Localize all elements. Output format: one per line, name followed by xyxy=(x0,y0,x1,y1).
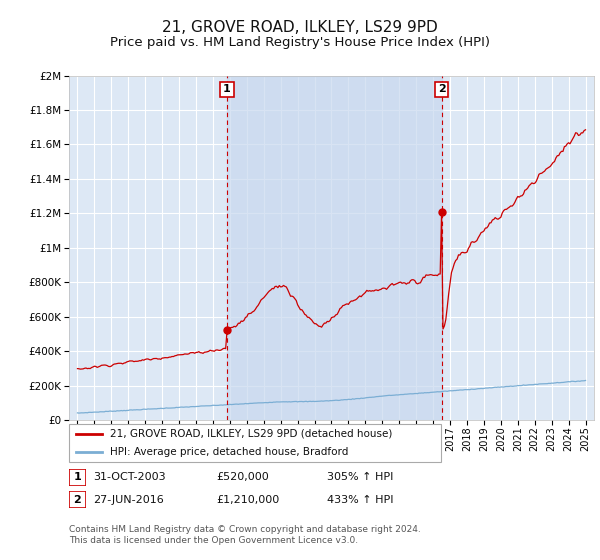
FancyBboxPatch shape xyxy=(69,469,86,486)
Text: 21, GROVE ROAD, ILKLEY, LS29 9PD: 21, GROVE ROAD, ILKLEY, LS29 9PD xyxy=(162,20,438,35)
Text: 2: 2 xyxy=(74,494,81,505)
Text: £1,210,000: £1,210,000 xyxy=(216,494,279,505)
Text: HPI: Average price, detached house, Bradford: HPI: Average price, detached house, Brad… xyxy=(110,447,348,457)
Text: 21, GROVE ROAD, ILKLEY, LS29 9PD (detached house): 21, GROVE ROAD, ILKLEY, LS29 9PD (detach… xyxy=(110,429,392,439)
Text: 31-OCT-2003: 31-OCT-2003 xyxy=(93,472,166,482)
Text: 2: 2 xyxy=(438,85,445,95)
Text: 433% ↑ HPI: 433% ↑ HPI xyxy=(327,494,394,505)
Text: Contains HM Land Registry data © Crown copyright and database right 2024.
This d: Contains HM Land Registry data © Crown c… xyxy=(69,525,421,545)
Text: 27-JUN-2016: 27-JUN-2016 xyxy=(93,494,164,505)
Text: £520,000: £520,000 xyxy=(216,472,269,482)
Bar xyxy=(227,76,442,420)
Text: 1: 1 xyxy=(223,85,231,95)
Text: 305% ↑ HPI: 305% ↑ HPI xyxy=(327,472,394,482)
FancyBboxPatch shape xyxy=(69,424,441,462)
Text: 1: 1 xyxy=(74,472,81,482)
Text: Price paid vs. HM Land Registry's House Price Index (HPI): Price paid vs. HM Land Registry's House … xyxy=(110,36,490,49)
FancyBboxPatch shape xyxy=(69,491,86,508)
